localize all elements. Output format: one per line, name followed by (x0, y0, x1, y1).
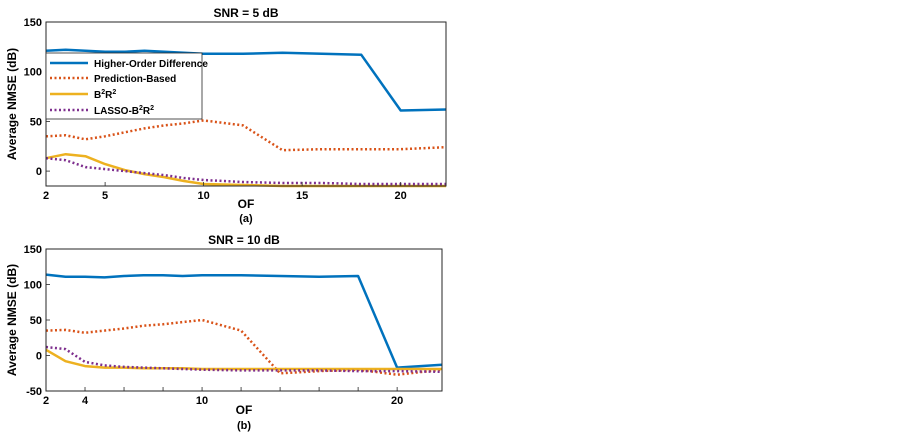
legend-label-lasso-b2r2: LASSO-B2R2 (94, 105, 154, 117)
chart-a-ylabel: Average NMSE (dB) (5, 48, 19, 160)
chart-b-ytick-label: 100 (24, 280, 42, 292)
legend-label-b2r2: B2R2 (94, 89, 116, 101)
chart-a-ytick-label: 100 (24, 67, 42, 79)
chart-a-line-lasso-b2r2 (45, 156, 446, 186)
chart-a-legend: Higher-Order Difference Prediction-Based… (45, 52, 208, 120)
legend-item-higher-order-difference: Higher-Order Difference (50, 59, 208, 70)
chart-b-line-lasso-b2r2 (45, 345, 443, 374)
chart-b-ytick-label: 150 (24, 244, 42, 256)
chart-b-title: SNR = 10 dB (208, 233, 280, 247)
chart-b-xtick-label: 2 (43, 395, 49, 407)
chart-b-line-higher-order-difference (45, 273, 443, 369)
chart-a-xtick-label: 15 (296, 190, 308, 202)
chart-b-xtick-label: 4 (82, 395, 89, 407)
chart-b-ytick-label: -50 (26, 386, 42, 398)
chart-b-ytick-label: 50 (30, 315, 42, 327)
chart-a-ytick-label: 150 (24, 17, 42, 29)
chart-b-axes-box (45, 248, 443, 392)
legend-item-lasso-b2r2: LASSO-B2R2 (50, 105, 154, 117)
chart-b-caption: (b) (237, 420, 251, 432)
chart-a-title: SNR = 5 dB (213, 6, 278, 20)
chart-b: SNR = 10 dB 2 4 10 20 -50 0 50 100 150 OF Averag… (5, 233, 443, 432)
chart-a-xtick-label: 5 (102, 190, 108, 202)
chart-b-xlabel: OF (236, 403, 253, 417)
chart-b-ytick-label: 0 (36, 351, 42, 363)
chart-a-ytick-label: 0 (36, 166, 42, 178)
chart-b-xtick-label: 10 (196, 395, 208, 407)
chart-b-ylabel: Average NMSE (dB) (5, 264, 19, 376)
chart-b-ticks: 2 4 10 20 -50 0 50 100 150 (24, 244, 404, 407)
chart-a-line-prediction-based (45, 119, 447, 152)
chart-a: SNR = 5 dB 2 5 10 15 20 0 50 100 150 OF Average … (5, 6, 447, 225)
legend-item-prediction-based: Prediction-Based (50, 74, 176, 85)
chart-a-ytick-label: 50 (30, 116, 42, 128)
chart-a-xtick-label: 10 (198, 190, 210, 202)
legend-label-prediction-based: Prediction-Based (94, 74, 176, 85)
chart-a-caption: (a) (239, 213, 253, 225)
legend-label-higher-order-difference: Higher-Order Difference (94, 59, 208, 70)
chart-a-ticks: 2 5 10 15 20 0 50 100 150 (24, 17, 407, 202)
legend-item-b2r2: B2R2 (50, 89, 116, 101)
chart-b-xtick-label: 20 (391, 395, 403, 407)
chart-a-xlabel: OF (238, 197, 255, 211)
chart-b-series (45, 273, 443, 376)
chart-a-xtick-label: 20 (395, 190, 407, 202)
chart-a-xtick-label: 2 (43, 190, 49, 202)
